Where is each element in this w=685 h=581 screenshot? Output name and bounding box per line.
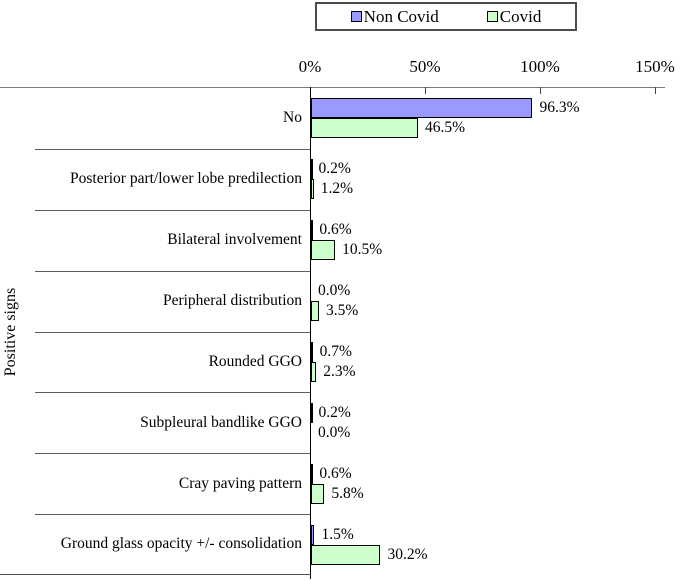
value-label: 0.6% [319, 464, 352, 482]
category-label: Posterior part/lower lobe predilection [69, 170, 302, 188]
value-label: 0.2% [318, 403, 351, 421]
category-separator-line [35, 392, 310, 394]
value-label: 0.0% [318, 282, 351, 300]
category-separator-line [35, 209, 310, 211]
value-label: 10.5% [342, 241, 383, 259]
legend-label: Covid [499, 6, 542, 26]
category-row: Peripheral distribution 0.0% 3.5% [0, 270, 685, 332]
category-separator-line [35, 270, 310, 272]
category-row: Ground glass opacity +/- consolidation 1.… [0, 514, 685, 575]
category-label: Rounded GGO [208, 352, 302, 370]
value-label: 30.2% [387, 545, 428, 563]
value-label: 1.2% [320, 180, 354, 198]
x-axis-tick-label: 50% [409, 57, 441, 76]
y-axis-line [310, 87, 311, 579]
value-label: 46.5% [424, 119, 465, 137]
bar-non-covid [311, 341, 313, 362]
value-label: 3.5% [326, 302, 359, 320]
category-separator-line [35, 148, 310, 150]
bar-covid [311, 544, 381, 565]
category-row: Bilateral involvement 0.6% 10.5% [0, 209, 685, 271]
legend-swatch-icon [486, 11, 498, 22]
bar-non-covid [311, 220, 313, 241]
category-label: Peripheral distribution [162, 291, 302, 309]
bar-non-covid [311, 402, 313, 423]
value-label: 96.3% [539, 99, 580, 117]
category-label: No [283, 109, 302, 127]
bar-covid [311, 240, 336, 261]
x-axis-tick-label: 0% [298, 57, 322, 76]
x-axis-tick-label: 150% [635, 57, 675, 76]
bar-covid [311, 361, 317, 382]
category-separator-line [35, 453, 310, 455]
category-row: Subpleural bandlike GGO 0.2% 0.0% [0, 392, 685, 453]
category-separator-line [35, 331, 310, 333]
bar-non-covid [311, 159, 313, 180]
category-separator-line [35, 514, 310, 516]
x-axis-line [0, 87, 665, 88]
category-row: Posterior part/lower lobe predilection 0.… [0, 148, 685, 210]
category-label: Subpleural bandlike GGO [140, 413, 302, 431]
category-row: Cray paving pattern 0.6% 5.8% [0, 453, 685, 514]
bar-covid [311, 118, 418, 139]
x-axis-tick-label: 100% [520, 57, 560, 76]
x-axis-tick-mark [540, 87, 541, 94]
category-label: Bilateral involvement [167, 231, 302, 249]
value-label: 0.6% [319, 221, 352, 239]
bar-non-covid [311, 524, 315, 545]
bar-covid [311, 483, 325, 504]
category-axis-bottom-line [0, 574, 311, 575]
bar-non-covid [311, 463, 313, 484]
bar-non-covid [311, 98, 533, 119]
legend: Non Covid Covid [315, 2, 577, 31]
bar-covid [311, 301, 320, 322]
value-label: 0.7% [319, 342, 352, 360]
category-row: Rounded GGO 0.7% 2.3% [0, 331, 685, 393]
bar-covid [311, 179, 314, 200]
legend-swatch-icon [350, 11, 362, 22]
value-label: 0.0% [318, 423, 351, 441]
legend-item: Covid [486, 6, 542, 27]
category-label: Cray paving pattern [178, 474, 302, 492]
value-label: 1.5% [321, 525, 354, 543]
value-label: 5.8% [331, 484, 364, 502]
value-label: 0.2% [318, 160, 351, 178]
category-label: Ground glass opacity +/- consolidation [60, 535, 302, 553]
x-axis-tick-mark [425, 87, 426, 94]
value-label: 2.3% [323, 362, 356, 380]
category-row: No 96.3% 46.5% [0, 88, 685, 149]
legend-label: Non Covid [363, 6, 439, 26]
x-axis-tick-mark [655, 87, 656, 94]
legend-item: Non Covid [350, 6, 439, 27]
